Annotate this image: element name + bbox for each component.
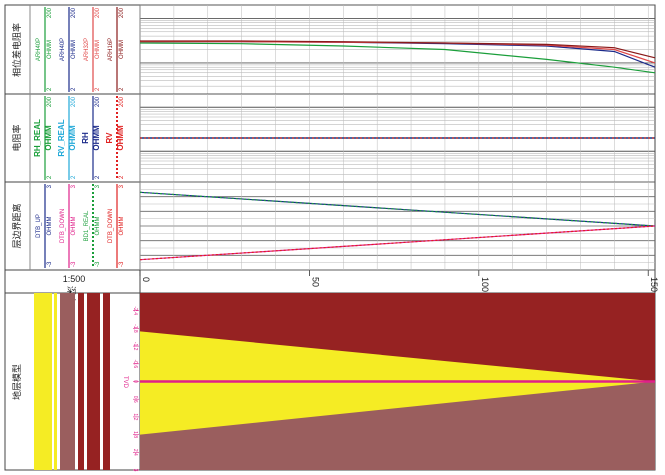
- curve-name: ARH16P: [108, 38, 114, 61]
- series-line: [139, 225, 656, 261]
- depth-axis: 0 50 100 150: [139, 270, 659, 292]
- series-line: [139, 42, 656, 74]
- formation-model: [140, 293, 655, 470]
- phase-grid: [139, 4, 655, 95]
- curve-name: ARH40P: [36, 38, 42, 61]
- curve-scale-max: 200: [95, 96, 101, 107]
- curve-name: RH_REAL: [33, 119, 42, 157]
- lower-layer: [140, 381, 655, 470]
- curve-scale-max: 3: [47, 184, 53, 188]
- tvd-tick-label: -1.8: [132, 324, 138, 333]
- curve-unit: OHMM: [95, 40, 101, 59]
- model-header-strips: [34, 293, 110, 470]
- curve-unit: OHMM: [119, 40, 125, 59]
- model-strip: [103, 293, 110, 470]
- series-line: [140, 41, 656, 64]
- curve-scale-max: 200: [47, 7, 53, 18]
- model-strip: [54, 293, 57, 470]
- curve-scale-min: 2: [95, 87, 101, 91]
- depth-tick-label: 50: [310, 277, 320, 287]
- curve-unit: OHMM: [71, 40, 77, 59]
- depth-tick-label: 0: [141, 277, 151, 282]
- curve-unit: OHMM: [116, 125, 125, 151]
- tvd-tick-label: 1.2: [132, 413, 138, 420]
- curve-unit: OHMM: [44, 125, 53, 151]
- series-line: [139, 191, 656, 227]
- curve-name: ARH40P: [60, 38, 66, 61]
- curve-scale-max: 200: [47, 96, 53, 107]
- curve-scale-min: 2: [47, 175, 53, 179]
- tvd-axis: -2.4 -1.8 -1.2 -0.6 0 0.6 1.2 1.8 2.4 3: [132, 306, 139, 472]
- track-title-model: 地层模型: [11, 364, 22, 400]
- curve-unit: OHMM: [119, 217, 125, 236]
- tvd-tick-label: 0.6: [132, 396, 138, 403]
- curve-unit: OHMM: [68, 125, 77, 151]
- curve-scale-max: 200: [119, 96, 125, 107]
- curve-unit: OHMM: [47, 40, 53, 59]
- curve-name: RV_REAL: [57, 119, 66, 156]
- curve-name: ARH32P: [84, 38, 90, 61]
- curve-scale-min: 2: [71, 175, 77, 179]
- series-line: [140, 40, 656, 59]
- model-strip: [34, 293, 52, 470]
- curve-headers: ARH40P OHMM 200 2 ARH40P OHMM 200 2 ARH32P OHMM 20…: [33, 7, 125, 268]
- curve-unit: OHMM: [92, 125, 101, 151]
- curve-scale-min: -3: [47, 261, 53, 267]
- model-strip: [78, 293, 84, 470]
- curve-scale-min: 2: [95, 175, 101, 179]
- curve-scale-max: 200: [71, 7, 77, 18]
- depth-tick-label: 100: [480, 277, 490, 292]
- tvd-tick-label: 3: [132, 469, 138, 472]
- tvd-label: TVD: [122, 376, 128, 389]
- curve-scale-min: 2: [47, 87, 53, 91]
- curve-scale-max: 200: [71, 96, 77, 107]
- model-strip: [60, 293, 75, 470]
- track-title-resist: 电阻率: [11, 124, 22, 151]
- curve-scale-max: 200: [119, 7, 125, 18]
- curve-scale-max: 3: [71, 184, 77, 188]
- curve-scale-min: -3: [119, 261, 125, 267]
- curve-name: DTB_DOWN: [108, 209, 114, 243]
- tvd-tick-label: 1.8: [132, 431, 138, 438]
- curve-unit: OHMM: [95, 217, 101, 236]
- curve-name: BD1_REAL: [84, 210, 90, 241]
- curve-name: DTB_UP: [36, 214, 42, 238]
- tvd-tick-label: 0: [132, 380, 138, 383]
- track-title-dtb: 层边界距离: [11, 203, 22, 248]
- curve-name: RV: [105, 132, 114, 144]
- tvd-tick-label: -0.6: [132, 359, 138, 368]
- depth-tick-label: 150: [649, 277, 659, 292]
- curve-name: DTB_DOWN: [60, 209, 66, 243]
- depth-scale: 1:500: [63, 274, 86, 284]
- track-title-phase: 相位差电阻率: [11, 23, 22, 77]
- curve-scale-min: 2: [119, 175, 125, 179]
- curve-scale-min: 2: [119, 87, 125, 91]
- curve-unit: OHMM: [71, 217, 77, 236]
- curve-scale-min: -3: [71, 261, 77, 267]
- curve-name: RH: [81, 132, 90, 144]
- phase-curves: [139, 40, 656, 74]
- resist-grid: [139, 93, 655, 183]
- curve-scale-max: 3: [119, 184, 125, 188]
- tvd-tick-label: 2.4: [132, 449, 138, 456]
- tvd-tick-label: -2.4: [132, 306, 138, 315]
- curve-scale-max: 3: [95, 184, 101, 188]
- curve-scale-max: 200: [95, 7, 101, 18]
- tvd-tick-label: -1.2: [132, 342, 138, 351]
- dtb-grid: [139, 181, 655, 271]
- model-strip: [87, 293, 100, 470]
- dtb-curves: [139, 191, 656, 261]
- curve-scale-min: 2: [71, 87, 77, 91]
- curve-unit: OHMM: [47, 217, 53, 236]
- curve-scale-min: -3: [95, 261, 101, 267]
